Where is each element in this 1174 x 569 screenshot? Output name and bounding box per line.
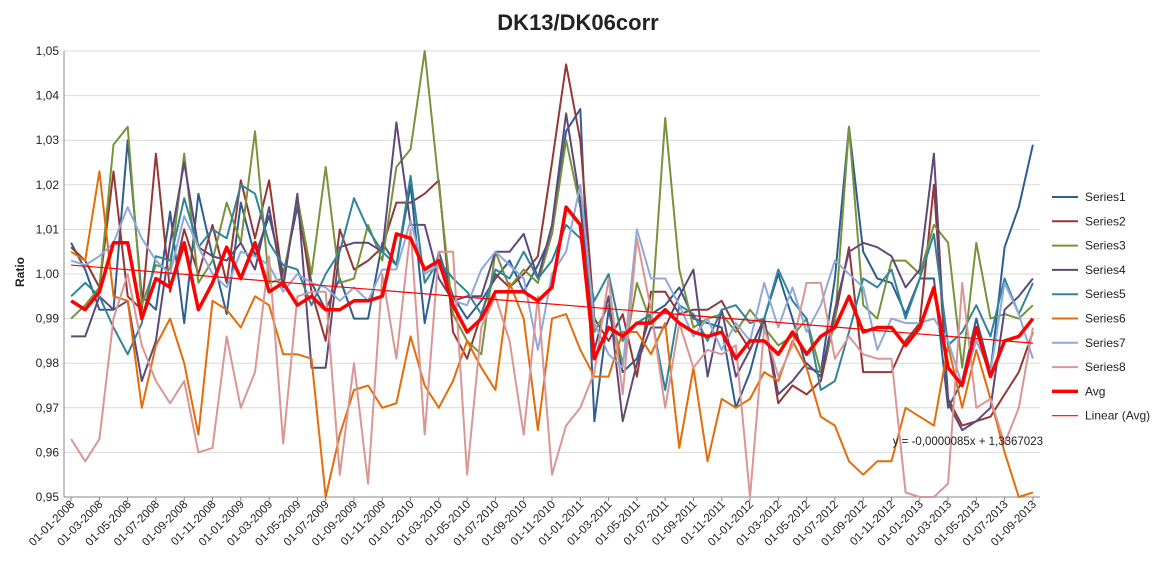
legend-label: Series6 [1085,312,1126,326]
series-line-series6 [70,170,1034,498]
y-tick-label: 0,98 [36,356,60,370]
legend-label: Series4 [1085,263,1126,277]
y-tick-label: 1,01 [36,222,60,236]
legend-label: Series3 [1085,239,1126,253]
x-tick-labels: 01-01-200801-03-200801-05-200801-07-2008… [27,497,1039,549]
series-line-avg [70,205,1035,388]
series-line-series8 [70,228,1034,498]
series-line-series3 [70,50,1034,374]
y-tick-label: 1,04 [36,89,60,103]
y-tick-label: 0,95 [36,490,60,504]
y-tick-label: 1,05 [36,44,60,58]
legend-label: Avg [1085,384,1105,398]
y-tick-label: 0,96 [36,445,60,459]
legend-label: Series8 [1085,360,1126,374]
y-tick-label: 1,00 [36,267,60,281]
y-tick-labels: 0,95 0,96 0,97 0,98 0,99 1,00 1,01 1,02 1,03 1,04… [36,44,60,504]
series-lines [70,50,1035,498]
y-tick-label: 1,02 [36,178,60,192]
legend-label: Series2 [1085,214,1126,228]
legend-label: Linear (Avg) [1085,409,1150,423]
legend-label: Series5 [1085,287,1126,301]
y-tick-label: 1,03 [36,133,60,147]
trendline-group: y = -0,0000085x + 1,3367023 [71,264,1043,448]
series-line-series2 [70,63,1034,427]
chart-title: DK13/DK06corr [497,10,659,35]
trendline-equation: y = -0,0000085x + 1,3367023 [893,436,1043,448]
legend-label: Series1 [1085,190,1126,204]
y-tick-label: 0,99 [36,312,60,326]
y-tick-label: 0,97 [36,401,60,415]
legend: Series1 Series2 Series3 Series4 Series5 Serie… [1052,190,1150,423]
trendline [71,264,1033,344]
y-axis-label: Ratio [13,257,27,287]
legend-label: Series7 [1085,336,1126,350]
series-line-series5 [70,174,1034,391]
